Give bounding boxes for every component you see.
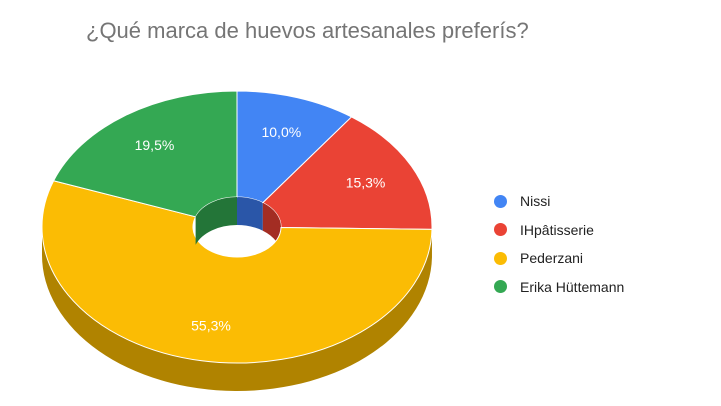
legend-item-0[interactable]: Nissi — [494, 187, 624, 216]
legend-swatch — [494, 223, 507, 237]
slice-label-3: 19,5% — [135, 137, 175, 153]
legend-item-2[interactable]: Pederzani — [494, 244, 624, 273]
slice-inner-wall-3 — [195, 197, 237, 245]
slice-side-2 — [42, 227, 432, 392]
legend-label: Pederzani — [520, 250, 584, 267]
slice-label-2: 55,3% — [191, 317, 231, 333]
slice-tops — [41, 90, 433, 364]
legend-label: Nissi — [520, 193, 551, 210]
slice-2[interactable] — [41, 180, 433, 364]
legend: Nissi IHpâtisserie Pederzani Erika Hütteman… — [494, 187, 624, 301]
legend-item-3[interactable]: Erika Hüttemann — [494, 273, 624, 302]
legend-swatch — [494, 194, 507, 208]
slice-label-0: 10,0% — [261, 124, 301, 140]
chart-title: ¿Qué marca de huevos artesanales preferí… — [86, 18, 529, 43]
slice-inner-wall-1 — [262, 202, 281, 255]
slice-label-1: 15,3% — [346, 174, 386, 190]
legend-item-1[interactable]: IHpâtisserie — [494, 216, 624, 245]
legend-label: IHpâtisserie — [520, 221, 594, 238]
legend-swatch — [494, 280, 507, 294]
slice-inner-wall-0 — [237, 197, 263, 231]
slice-labels: 10,0% 15,3% 55,3% 19,5% — [135, 124, 386, 333]
legend-swatch — [494, 251, 507, 265]
legend-label: Erika Hüttemann — [520, 278, 625, 295]
